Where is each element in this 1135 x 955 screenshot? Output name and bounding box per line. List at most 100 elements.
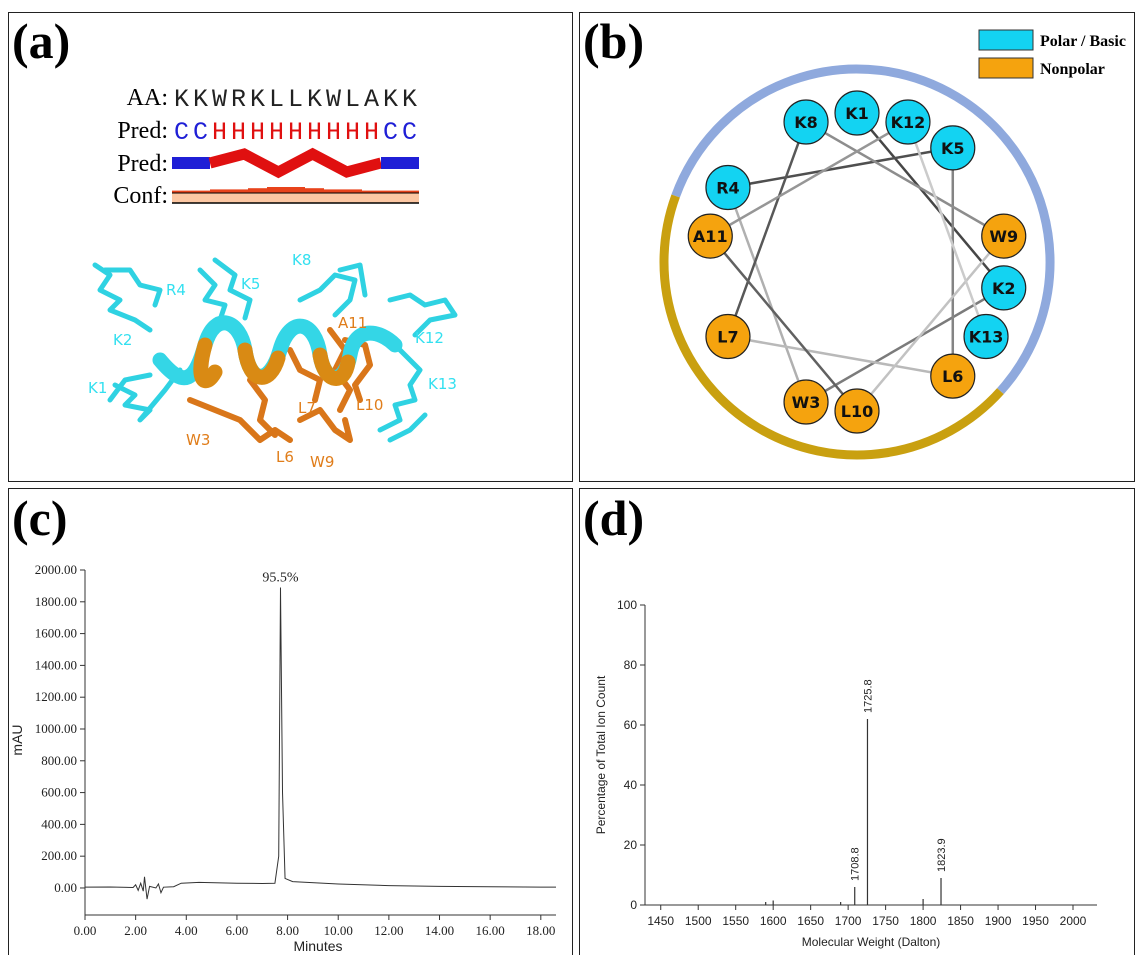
x-tick-label: 1550: [722, 914, 749, 928]
y-tick-label: 1200.00: [35, 689, 77, 704]
residue-label: K5: [941, 139, 965, 158]
conf-bar: [210, 189, 229, 193]
panel-frame: [580, 489, 1135, 955]
prediction: H: [269, 118, 284, 147]
conf-bar: [286, 187, 305, 193]
amino-acid: L: [288, 85, 303, 114]
peak-label: 1725.8: [862, 679, 874, 713]
peak-label: 1708.8: [850, 847, 862, 881]
amino-acid: L: [269, 85, 284, 114]
y-tick-label: 400.00: [41, 816, 77, 831]
legend-label: Polar / Basic: [1040, 33, 1126, 50]
amino-acid: W: [326, 85, 341, 114]
amino-acid: K: [402, 85, 417, 114]
residue-label: K12: [415, 329, 444, 347]
conf-bar: [305, 188, 324, 193]
conf-bar: [267, 187, 286, 193]
panel-label: (d): [583, 490, 644, 546]
amino-acid: K: [307, 85, 322, 114]
row-label: Conf:: [113, 183, 168, 209]
x-tick-label: 16.00: [476, 923, 505, 938]
panel-frame: [9, 489, 573, 955]
x-tick-label: 1900: [985, 914, 1012, 928]
x-tick-label: 1700: [835, 914, 862, 928]
legend-label: Nonpolar: [1040, 61, 1105, 78]
residue-label: K13: [969, 328, 1004, 347]
prediction: H: [212, 118, 227, 147]
residue-label: W3: [186, 431, 210, 449]
y-tick-label: 20: [624, 838, 638, 852]
residue-label: A11: [338, 314, 367, 332]
y-tick-label: 1400.00: [35, 657, 77, 672]
residue-label: W9: [310, 453, 334, 471]
conf-bar: [343, 189, 362, 193]
y-tick-label: 60: [624, 718, 638, 732]
y-tick-label: 40: [624, 778, 638, 792]
x-tick-label: 18.00: [526, 923, 555, 938]
y-tick-label: 100: [617, 598, 637, 612]
x-axis-label: Minutes: [293, 938, 342, 954]
residue-label: K2: [113, 331, 132, 349]
x-tick-label: 14.00: [425, 923, 454, 938]
prediction: H: [345, 118, 360, 147]
residue-label: R4: [166, 281, 186, 299]
legend-swatch: [979, 30, 1033, 50]
residue-label: W9: [989, 227, 1018, 246]
prediction: H: [307, 118, 322, 147]
coil-glyph: [172, 157, 210, 169]
structure-cartoon: [95, 260, 455, 440]
conf-bar: [248, 188, 267, 193]
panel-frame: [9, 13, 573, 482]
residue-label: K13: [428, 375, 457, 393]
residue-label: K5: [241, 275, 260, 293]
conf-bar: [324, 189, 343, 193]
residue-label: L6: [942, 367, 963, 386]
y-axis-label: Percentage of Total Ion Count: [594, 675, 608, 834]
x-tick-label: 6.00: [226, 923, 249, 938]
x-tick-label: 10.00: [324, 923, 353, 938]
y-axis-label: mAU: [9, 724, 25, 755]
helix-glyph: [210, 154, 381, 172]
residue-label: L10: [356, 396, 383, 414]
x-axis-label: Molecular Weight (Dalton): [802, 935, 941, 949]
prediction: C: [174, 118, 189, 147]
panel-label: (b): [583, 13, 644, 69]
x-tick-label: 4.00: [175, 923, 198, 938]
legend-swatch: [979, 58, 1033, 78]
row-label: AA:: [127, 85, 168, 111]
prediction: C: [402, 118, 417, 147]
trace: [85, 587, 556, 899]
x-tick-label: 8.00: [276, 923, 299, 938]
charts: 0.00200.00400.00600.00800.001000.001200.…: [9, 562, 1097, 954]
x-tick-label: 1450: [647, 914, 674, 928]
residue-label: L7: [717, 328, 738, 347]
amino-acid: A: [364, 85, 379, 114]
x-tick-label: 1850: [947, 914, 974, 928]
y-tick-label: 1600.00: [35, 626, 77, 641]
residue-label: K2: [992, 279, 1016, 298]
residue-label: K8: [292, 251, 311, 269]
x-tick-label: 1800: [910, 914, 937, 928]
x-tick-label: 2000: [1060, 914, 1087, 928]
residue-label: R4: [716, 179, 739, 198]
residue-label: K8: [794, 113, 818, 132]
residue-label: L6: [276, 448, 294, 466]
residue-label: K1: [88, 379, 107, 397]
x-tick-label: 1750: [872, 914, 899, 928]
panel-label: (a): [12, 13, 70, 69]
conf-bar: [229, 189, 248, 193]
x-tick-label: 12.00: [374, 923, 403, 938]
y-tick-label: 200.00: [41, 848, 77, 863]
prediction: H: [250, 118, 265, 147]
x-tick-label: 1950: [1022, 914, 1049, 928]
y-tick-label: 1800.00: [35, 594, 77, 609]
x-tick-label: 2.00: [124, 923, 147, 938]
chart: 0.00200.00400.00600.00800.001000.001200.…: [9, 562, 556, 954]
x-tick-label: 1650: [797, 914, 824, 928]
amino-acid: K: [193, 85, 208, 114]
residue-label: K12: [891, 113, 926, 132]
y-tick-label: 600.00: [41, 785, 77, 800]
y-tick-label: 0.00: [54, 880, 77, 895]
